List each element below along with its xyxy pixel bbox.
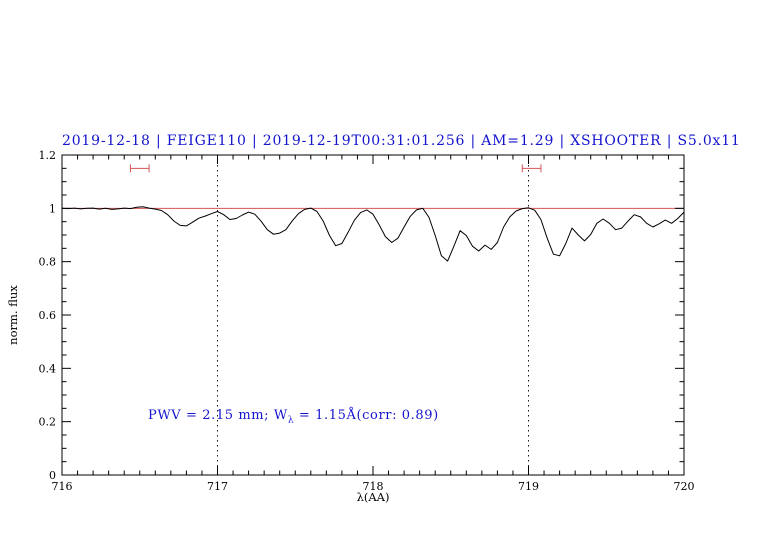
x-tick-label: 720 — [674, 480, 695, 493]
y-tick-label: 0.8 — [39, 256, 57, 269]
x-axis-label: λ(AA) — [356, 490, 390, 504]
pwv-annotation-lambda-subscript: λ — [287, 415, 295, 426]
plot-frame — [61, 154, 685, 476]
y-tick-label: 1.2 — [39, 149, 57, 162]
y-tick-label: 0.4 — [39, 362, 57, 375]
y-tick-label: 0.2 — [39, 416, 57, 429]
x-tick-label: 718 — [363, 480, 384, 493]
y-tick-label: 0.6 — [39, 309, 57, 322]
pwv-annotation-suffix: = 1.15Å(corr: 0.89) — [294, 408, 439, 423]
y-tick-label: 0 — [49, 469, 56, 482]
spectrum-line — [61, 206, 685, 262]
x-tick-label: 719 — [518, 480, 539, 493]
plot-title: 2019-12-18 | FEIGE110 | 2019-12-19T00:31… — [62, 133, 741, 149]
pwv-annotation-prefix: PWV = 2.15 mm; W — [148, 408, 288, 423]
x-tick-label: 716 — [52, 480, 73, 493]
pwv-annotation: PWV = 2.15 mm; Wλ = 1.15Å(corr: 0.89) — [148, 408, 439, 426]
x-tick-label: 717 — [207, 480, 228, 493]
y-tick-label: 1 — [49, 202, 56, 215]
